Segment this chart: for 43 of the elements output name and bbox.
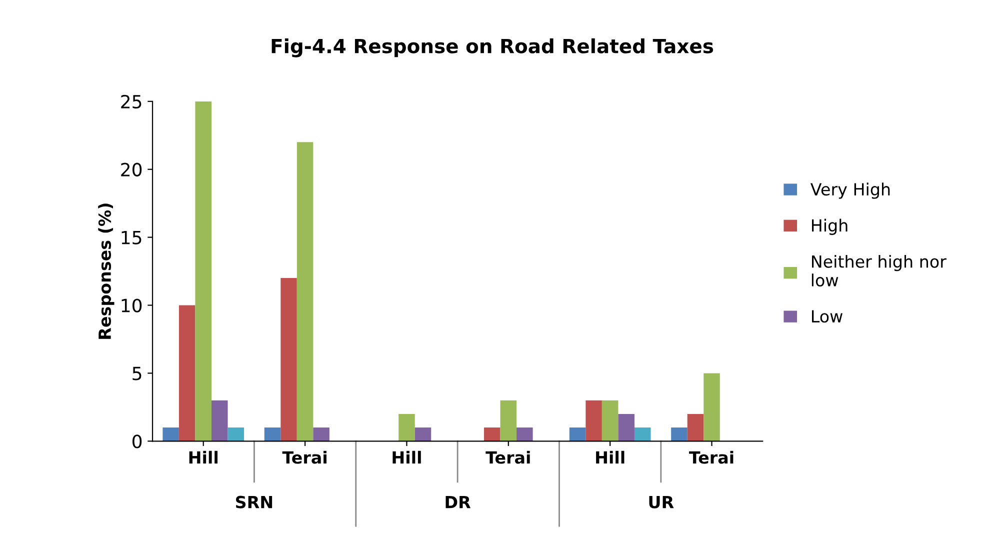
y-tick-label: 25: [121, 94, 142, 108]
y-tick-label: 5: [132, 366, 142, 380]
bar: [398, 414, 415, 442]
bar: [313, 428, 330, 442]
y-axis-title: Responses (%): [98, 204, 114, 339]
bar: [178, 305, 196, 442]
bar: [586, 400, 602, 442]
x-tick-label: Hill: [189, 450, 218, 464]
bar: [211, 400, 228, 442]
bar: [280, 278, 297, 442]
text: SRN: [236, 496, 272, 508]
bar: [634, 428, 651, 442]
bar: [500, 400, 517, 442]
bar: [687, 414, 704, 442]
bar: [162, 428, 179, 442]
x-tick-label: Hill: [392, 450, 421, 464]
bar: [704, 373, 720, 442]
bar: [228, 428, 244, 442]
x-tick-label: Hill: [596, 450, 624, 464]
y-tick-label: 10: [122, 298, 142, 312]
legend-label: High: [812, 218, 848, 235]
text: UR: [649, 496, 674, 508]
y-tick-label: 20: [121, 162, 142, 176]
y-tick-label: 0: [132, 434, 142, 448]
x-tick-label: Terai: [282, 450, 326, 464]
bar: [414, 428, 432, 442]
legend-label: Very High: [810, 182, 890, 199]
bar: [671, 428, 688, 442]
x-tick-label: Terai: [486, 450, 530, 464]
bar: [516, 428, 533, 442]
x-tick-label: Terai: [689, 450, 734, 464]
bar: [618, 414, 634, 442]
text: DR: [446, 496, 471, 508]
chart-title: Fig-4.4 Response on Road Related Taxes: [272, 38, 714, 58]
legend-label: Low: [812, 310, 842, 323]
bar: [296, 142, 314, 442]
legend-label: Neither high nor low: [812, 254, 946, 287]
bar: [484, 428, 500, 442]
bar: [195, 101, 212, 442]
bar: [569, 428, 586, 442]
bar: [264, 428, 281, 442]
bar: [602, 400, 618, 442]
y-tick-label: 15: [122, 230, 142, 244]
